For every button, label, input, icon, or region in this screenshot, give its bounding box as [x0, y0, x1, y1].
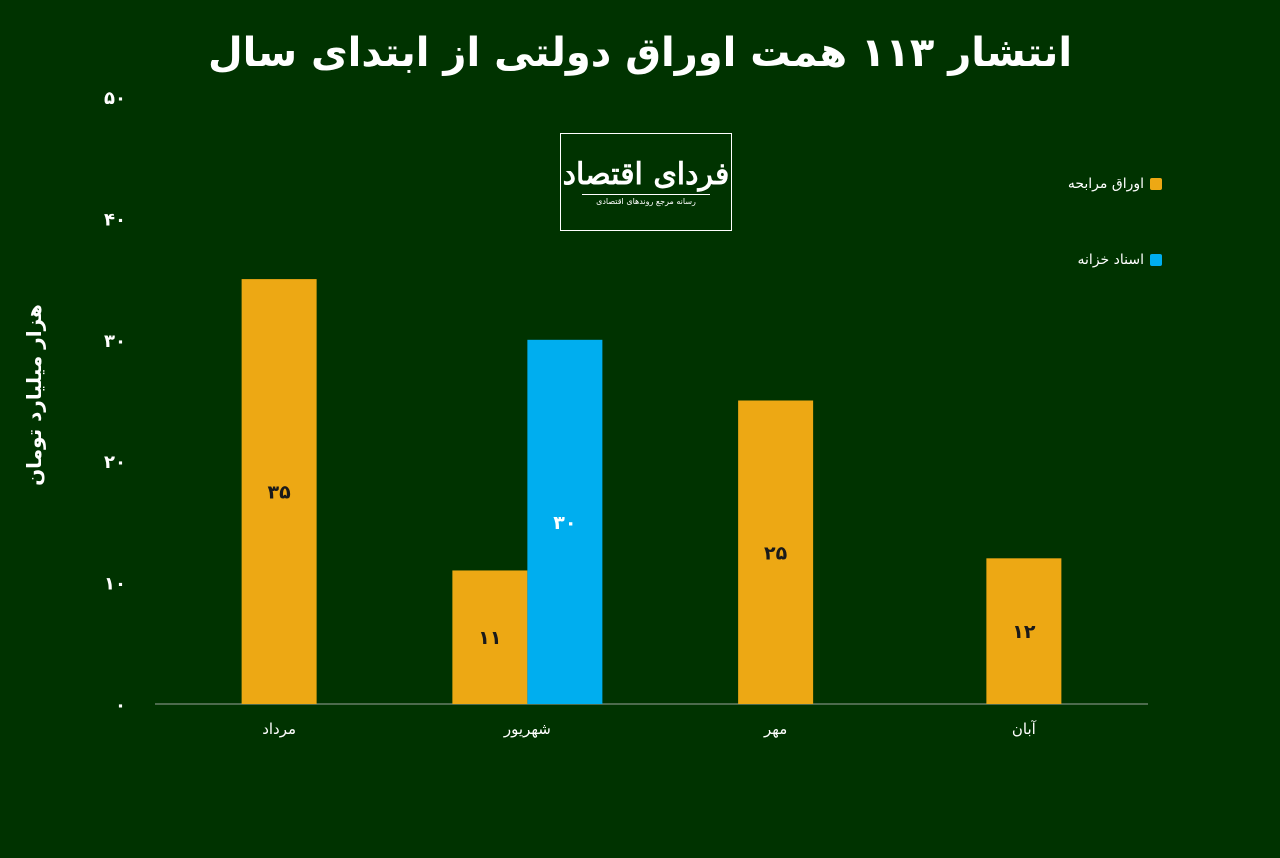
y-tick-label: ۲۰: [104, 452, 126, 473]
y-tick-label: ۰: [115, 695, 126, 716]
legend-label-murabaha: اوراق مرابحه: [1067, 176, 1144, 192]
logo-sub-text: رسانه مرجع روندهای اقتصادی: [596, 197, 696, 206]
logo-rule: [582, 194, 710, 195]
bar: [241, 279, 317, 704]
legend-swatch-treasury: [1150, 254, 1162, 266]
chart-title: انتشار ۱۱۳ همت اوراق دولتی از ابتدای سال: [207, 30, 1073, 76]
data-label: ۳۰: [553, 512, 576, 534]
brand-logo: فردای اقتصاد رسانه مرجع روندهای اقتصادی: [560, 133, 732, 231]
bar: [986, 558, 1062, 704]
bar: [527, 339, 603, 704]
x-tick-label: آبان: [1012, 720, 1037, 738]
y-tick-label: ۳۰: [104, 331, 126, 352]
bar: [738, 400, 814, 704]
y-tick-label: ۴۰: [104, 209, 126, 230]
data-label: ۱۲: [1012, 621, 1036, 643]
legend-label-treasury: اسناد خزانه: [1077, 252, 1144, 268]
x-tick-label: مرداد: [262, 720, 296, 738]
y-tick-label: ۱۰: [104, 574, 126, 595]
x-tick-label: مهر: [763, 720, 787, 738]
x-tick-label: شهریور: [503, 720, 551, 738]
bar: [452, 570, 528, 704]
legend-item-treasury: اسناد خزانه: [1078, 252, 1162, 268]
logo-main-text: فردای اقتصاد: [562, 157, 730, 192]
data-label: ۲۵: [764, 542, 788, 564]
legend-swatch-murabaha: [1150, 178, 1162, 190]
legend-item-murabaha: اوراق مرابحه: [1068, 176, 1162, 192]
y-tick-label: ۵۰: [104, 88, 126, 109]
data-label: ۱۱: [478, 627, 501, 649]
data-label: ۳۵: [268, 482, 292, 504]
